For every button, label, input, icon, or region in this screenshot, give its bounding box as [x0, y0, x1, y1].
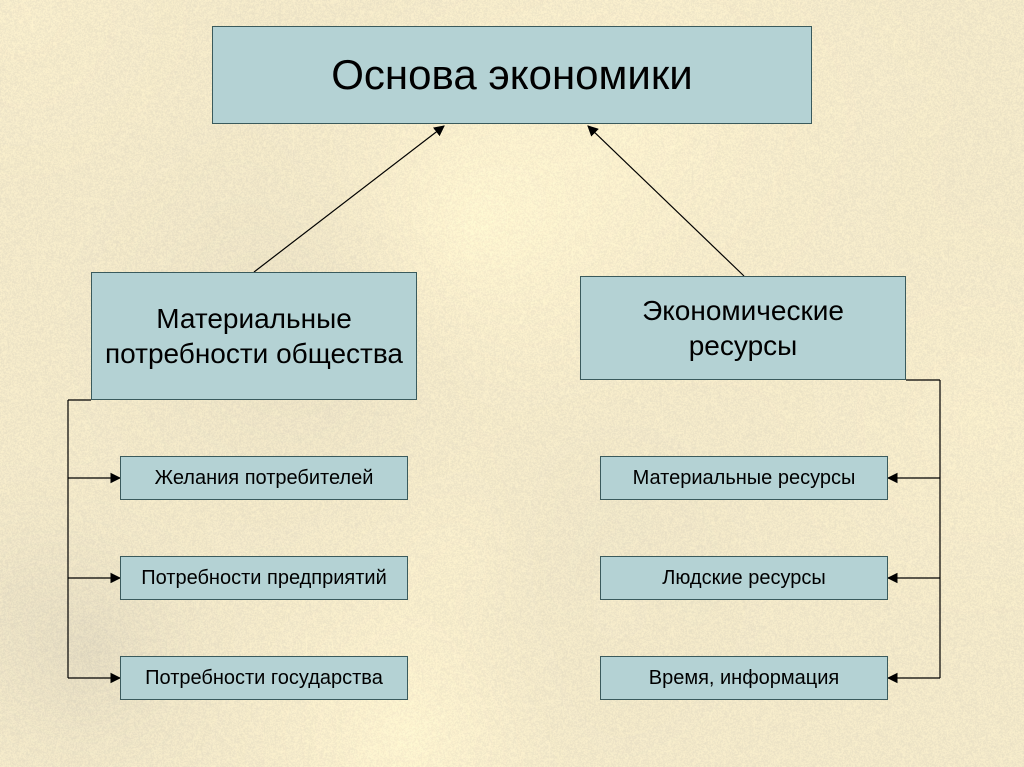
title-text: Основа экономики — [331, 49, 692, 102]
state-needs-box: Потребности государства — [120, 656, 408, 700]
state-needs-text: Потребности государства — [145, 666, 383, 691]
title-box: Основа экономики — [212, 26, 812, 124]
consumer-wishes-text: Желания потребителей — [155, 466, 374, 491]
enterprise-needs-text: Потребности предприятий — [141, 566, 387, 591]
human-resources-text: Людские ресурсы — [662, 566, 825, 591]
human-resources-box: Людские ресурсы — [600, 556, 888, 600]
consumer-wishes-box: Желания потребителей — [120, 456, 408, 500]
time-info-box: Время, информация — [600, 656, 888, 700]
material-resources-text: Материальные ресурсы — [633, 466, 856, 491]
time-info-text: Время, информация — [649, 666, 840, 691]
enterprise-needs-box: Потребности предприятий — [120, 556, 408, 600]
material-resources-box: Материальные ресурсы — [600, 456, 888, 500]
economic-resources-box: Экономические ресурсы — [580, 276, 906, 380]
economic-resources-text: Экономические ресурсы — [587, 293, 899, 363]
material-needs-box: Материальные потребности общества — [91, 272, 417, 400]
material-needs-text: Материальные потребности общества — [98, 301, 410, 371]
